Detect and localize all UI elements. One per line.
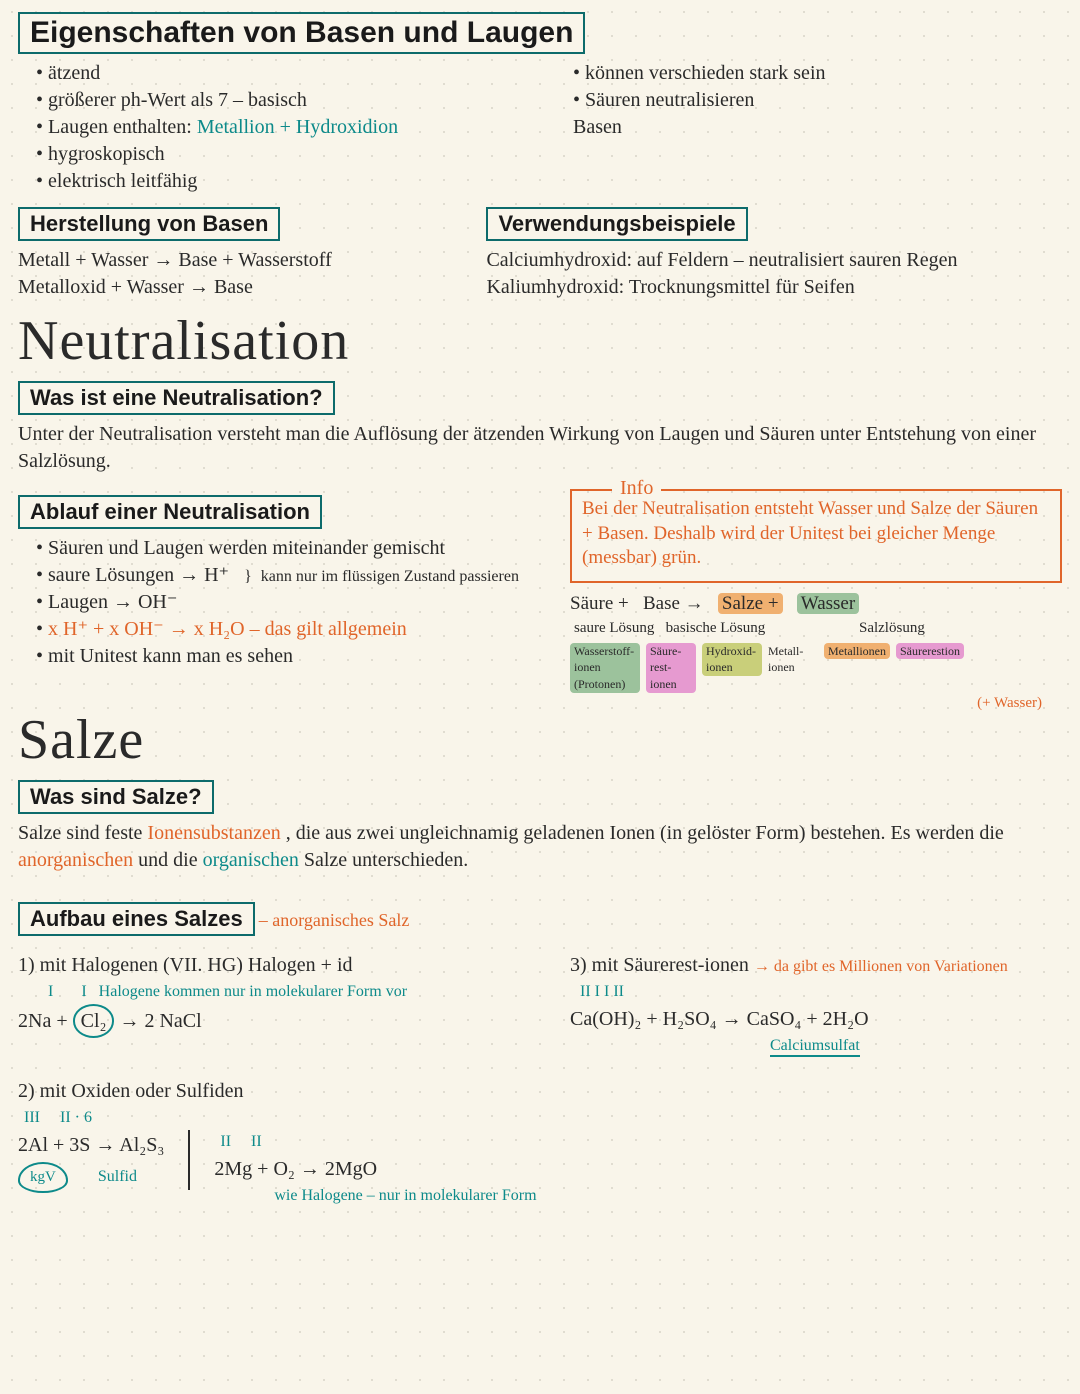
info-label: Info [612, 477, 661, 500]
line: Calciumhydroxid: auf Feldern – neutralis… [486, 247, 1062, 274]
heading-salze: Salze [18, 708, 1062, 772]
info-text: Bei der Neutralisation entsteht Wasser u… [582, 497, 1050, 571]
title-verwendung: Verwendungsbeispiele [486, 207, 747, 241]
eq: → 2 NaCl [119, 1010, 201, 1032]
sulfid: Sulfid [98, 1165, 137, 1189]
prop: hygroskopisch [36, 141, 525, 168]
node: Säure-rest-ionen [646, 643, 696, 693]
t: saure Lösung [574, 620, 654, 636]
under-caso4: Calciumsulfat [770, 1037, 860, 1057]
aufbau-note: – anorganisches Salz [259, 910, 410, 930]
node: Metall-ionen [768, 643, 818, 677]
eq2a: 2Al + 3S → Al₂S₃ [18, 1130, 164, 1160]
prop: größerer ph-Wert als 7 – basisch [36, 87, 525, 114]
node: Wasserstoff-ionen (Protonen) [570, 643, 640, 693]
eq: Metalloxid + Wasser → Base [18, 274, 456, 301]
t: saure Lösungen → H⁺ [48, 564, 229, 586]
node: Metallionen [824, 643, 890, 660]
item: Säuren und Laugen werden miteinander gem… [36, 535, 540, 562]
row-herst-verw: Herstellung von Basen Metall + Wasser → … [18, 201, 1062, 301]
ablauf-list: Säuren und Laugen werden miteinander gem… [18, 535, 540, 670]
prop: Säuren neutralisieren Basen [573, 87, 1062, 141]
t: 1) mit Halogenen (VII. HG) Halogen + id [18, 954, 353, 976]
aufbau2: 2) mit Oxiden oder Sulfiden III II · 6 2… [18, 1076, 1062, 1208]
aufbau-row1: 1) mit Halogenen (VII. HG) Halogen + id … [18, 950, 1062, 1058]
eq-orange: x H⁺ + x OH⁻ → x H₂O [48, 618, 245, 640]
roman: II · 6 [60, 1109, 92, 1126]
eq: 2Na + [18, 1010, 73, 1032]
title-was-salze: Was sind Salze? [18, 780, 214, 814]
item: Laugen → OH⁻ [36, 589, 540, 616]
item: mit Unitest kann man es sehen [36, 643, 540, 670]
t: Salzlösung [859, 620, 925, 636]
title-aufbau: Aufbau eines Salzes [18, 902, 255, 936]
extra: (+ Wasser) [570, 693, 1042, 714]
props-left: ätzend größerer ph-Wert als 7 – basisch … [18, 60, 525, 195]
eq: Metall + Wasser → Base + Wasserstoff [18, 247, 456, 274]
t: Basen [573, 116, 622, 138]
title-ablauf: Ablauf einer Neutralisation [18, 495, 322, 529]
para-neutral: Unter der Neutralisation versteht man di… [18, 421, 1062, 475]
hl-salze: Salze + [718, 593, 783, 614]
title-herstellung: Herstellung von Basen [18, 207, 280, 241]
item: saure Lösungen → H⁺ } kann nur im flüssi… [36, 562, 540, 589]
prop: elektrisch leitfähig [36, 168, 525, 195]
t: Säure + [570, 593, 629, 614]
roman3: II I I II [580, 980, 1062, 1004]
node: Säurerestion [896, 643, 964, 660]
note2: wie Halogene – nur in molekularer Form [274, 1184, 536, 1208]
para-salze: Salze sind feste Ionensubstanzen , die a… [18, 820, 1062, 874]
title-eigenschaften: Eigenschaften von Basen und Laugen [18, 12, 585, 54]
prop: Laugen enthalten: Metallion + Hydroxidio… [36, 114, 525, 141]
eq2b: 2Mg + O₂ → 2MgO [214, 1154, 536, 1184]
heading-neutralisation: Neutralisation [18, 309, 1062, 373]
prop: ätzend [36, 60, 525, 87]
item: x H⁺ + x OH⁻ → x H₂O – das gilt allgemei… [36, 616, 540, 643]
t: Salze sind feste [18, 822, 147, 844]
properties-row: ätzend größerer ph-Wert als 7 – basisch … [18, 54, 1062, 195]
roman: I [48, 983, 53, 1000]
t: 3) mit Säurerest-ionen [570, 954, 754, 976]
herstellung-lines: Metall + Wasser → Base + Wasserstoff Met… [18, 247, 456, 301]
t: , die aus zwei ungleichnamig geladenen I… [286, 822, 1004, 844]
t: basische Lösung [666, 620, 766, 636]
head1: 1) mit Halogenen (VII. HG) Halogen + id [18, 950, 540, 980]
t: Säuren neutralisieren [585, 89, 754, 111]
props-right: können verschieden stark sein Säuren neu… [555, 60, 1062, 195]
title-was-neutral: Was ist eine Neutralisation? [18, 381, 335, 415]
note: Halogene kommen nur in molekularer Form … [99, 983, 407, 1000]
t: anorganischen [18, 849, 133, 871]
roman: I [81, 983, 86, 1000]
t: Ionensubstanzen [147, 822, 280, 844]
brace-note: kann nur im flüssigen Zustand passieren [261, 568, 519, 585]
t: und die [138, 849, 202, 871]
verwendung-lines: Calciumhydroxid: auf Feldern – neutralis… [486, 247, 1062, 301]
hl-wasser: Wasser [797, 593, 859, 614]
t: Metallion + Hydroxidion [197, 116, 398, 138]
eq-note: – das gilt allgemein [250, 618, 407, 640]
circled-cl2: Cl₂ [73, 1004, 115, 1038]
t: Laugen enthalten: [48, 116, 197, 138]
reaction-scheme: Säure + Base → Salze + Wasser saure Lösu… [570, 591, 1062, 714]
line: Kaliumhydroxid: Trocknungsmittel für Sei… [486, 274, 1062, 301]
row-ablauf-info: Ablauf einer Neutralisation Säuren und L… [18, 489, 1062, 714]
t: organischen [203, 849, 299, 871]
head2: 2) mit Oxiden oder Sulfiden [18, 1076, 1062, 1106]
kgv: kgV [18, 1162, 68, 1193]
info-box: Info Bei der Neutralisation entsteht Was… [570, 489, 1062, 583]
head3: 3) mit Säurerest-ionen → da gibt es Mill… [570, 950, 1062, 980]
t: → da gibt es Millionen von Variationen [754, 958, 1008, 975]
prop: können verschieden stark sein [573, 60, 1062, 87]
roman: III [24, 1109, 40, 1126]
node: Hydroxid-ionen [702, 643, 762, 677]
t: Salze unterschieden. [304, 849, 468, 871]
roman: II [251, 1133, 262, 1150]
roman: II [220, 1133, 231, 1150]
eq3: Ca(OH)₂ + H₂SO₄ → CaSO₄ + 2H₂O [570, 1004, 1062, 1034]
t: Base → [643, 593, 704, 614]
